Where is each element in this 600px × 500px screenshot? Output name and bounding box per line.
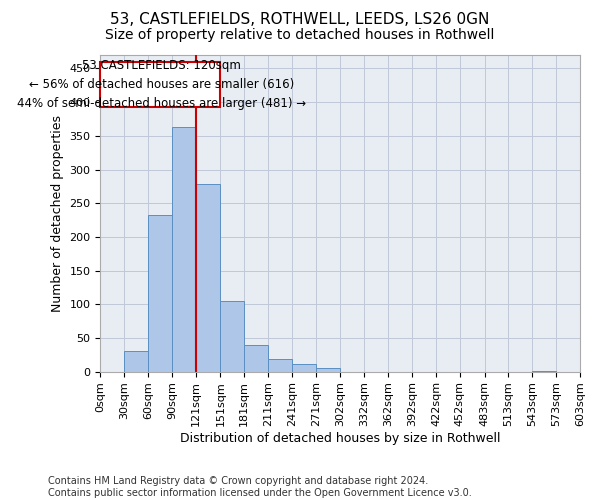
Text: 53 CASTLEFIELDS: 120sqm
← 56% of detached houses are smaller (616)
44% of semi-d: 53 CASTLEFIELDS: 120sqm ← 56% of detache… xyxy=(17,59,306,110)
Bar xyxy=(196,184,220,372)
X-axis label: Distribution of detached houses by size in Rothwell: Distribution of detached houses by size … xyxy=(180,432,500,445)
Text: 53, CASTLEFIELDS, ROTHWELL, LEEDS, LS26 0GN: 53, CASTLEFIELDS, ROTHWELL, LEEDS, LS26 … xyxy=(110,12,490,28)
Bar xyxy=(316,368,340,372)
Text: Contains HM Land Registry data © Crown copyright and database right 2024.
Contai: Contains HM Land Registry data © Crown c… xyxy=(48,476,472,498)
Bar xyxy=(268,360,292,372)
FancyBboxPatch shape xyxy=(100,62,220,107)
Bar xyxy=(220,301,244,372)
Text: Size of property relative to detached houses in Rothwell: Size of property relative to detached ho… xyxy=(106,28,494,42)
Bar xyxy=(172,127,196,372)
Bar xyxy=(148,214,172,372)
Bar xyxy=(124,352,148,372)
Y-axis label: Number of detached properties: Number of detached properties xyxy=(51,115,64,312)
Bar xyxy=(532,371,556,372)
Bar xyxy=(292,364,316,372)
Bar xyxy=(244,344,268,372)
